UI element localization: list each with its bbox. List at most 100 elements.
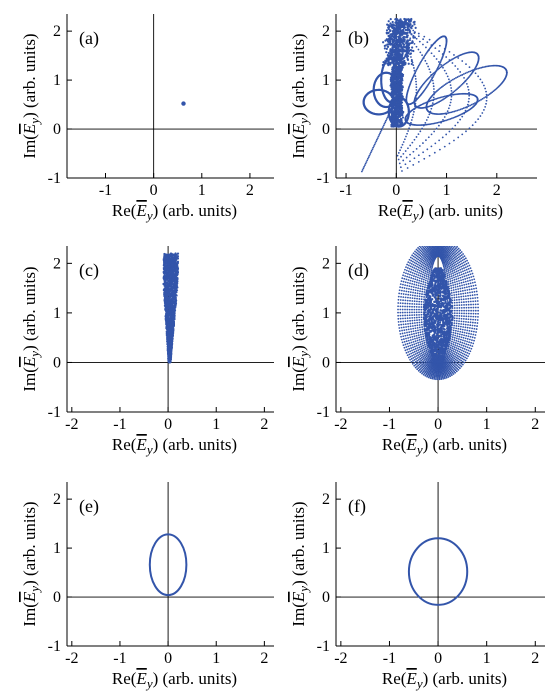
data-point — [393, 36, 397, 39]
data-point — [443, 97, 446, 100]
data-point — [419, 51, 422, 54]
data-point — [415, 94, 418, 97]
data-point — [413, 108, 416, 110]
data-point — [448, 130, 451, 133]
data-point — [163, 256, 166, 259]
data-point — [454, 65, 457, 67]
data-point — [415, 37, 418, 40]
data-point — [394, 89, 398, 92]
y-tick-label: 2 — [322, 23, 330, 40]
data-point — [382, 41, 385, 44]
data-point — [443, 63, 446, 66]
data-point — [428, 76, 431, 78]
data-point — [395, 122, 398, 125]
y-tick-label: 1 — [53, 305, 61, 322]
data-point — [360, 170, 363, 173]
data-point — [170, 329, 174, 333]
data-point — [421, 127, 423, 130]
data-point — [167, 301, 171, 304]
data-point — [457, 87, 460, 90]
data-point — [485, 95, 488, 97]
data-point — [443, 69, 446, 72]
data-point — [474, 72, 477, 75]
data-point — [398, 36, 401, 39]
data-point — [163, 294, 167, 297]
data-point — [398, 20, 401, 23]
data-point — [170, 264, 174, 267]
data-point — [421, 54, 423, 57]
data-point — [433, 122, 436, 125]
data-point — [407, 130, 410, 132]
data-point — [417, 64, 420, 67]
data-point — [165, 257, 169, 260]
data-point — [410, 58, 413, 61]
data-point — [398, 33, 402, 36]
data-point — [400, 146, 403, 149]
data-point — [431, 79, 434, 82]
data-point — [450, 92, 453, 95]
data-point — [438, 44, 441, 47]
data-point — [405, 55, 409, 59]
data-point — [432, 99, 435, 102]
data-point — [413, 43, 416, 45]
data-point — [400, 66, 403, 69]
data-point — [406, 132, 408, 135]
data-point — [455, 77, 457, 79]
data-point — [164, 315, 167, 318]
data-point — [483, 97, 485, 99]
data-point — [167, 334, 170, 337]
data-point — [410, 62, 413, 66]
panel-label: (c) — [79, 260, 99, 281]
data-point — [165, 270, 168, 274]
data-point — [481, 81, 484, 84]
data-point — [438, 50, 441, 53]
data-point — [413, 23, 416, 26]
data-point — [181, 101, 186, 106]
data-point — [398, 114, 402, 117]
data-point — [430, 52, 433, 55]
data-point — [468, 66, 471, 69]
data-point — [393, 93, 396, 96]
x-tick-label: -1 — [113, 416, 126, 433]
data-point — [446, 272, 449, 275]
data-point — [409, 144, 412, 147]
data-point — [399, 149, 401, 152]
data-point — [483, 66, 486, 68]
data-point — [470, 103, 473, 106]
data-point — [443, 95, 446, 98]
data-point — [410, 56, 412, 58]
data-point — [403, 56, 406, 59]
data-point — [370, 149, 373, 152]
panel-label: (a) — [79, 28, 99, 49]
data-point — [402, 28, 405, 31]
data-point — [444, 62, 447, 65]
data-point — [407, 62, 410, 65]
data-point — [433, 88, 435, 90]
data-point — [402, 23, 405, 26]
data-point — [415, 91, 418, 94]
y-tick-label: 0 — [53, 121, 61, 138]
data-point — [409, 53, 411, 56]
data-point — [430, 78, 433, 81]
data-point — [166, 283, 170, 287]
data-point — [454, 89, 457, 92]
data-point — [405, 53, 409, 57]
data-point — [471, 124, 474, 127]
data-point — [410, 49, 413, 52]
data-point — [411, 141, 414, 144]
data-point — [483, 84, 485, 87]
data-point — [172, 289, 175, 293]
data-point — [399, 117, 402, 121]
x-tick-label: 0 — [164, 416, 172, 433]
data-point — [365, 161, 368, 163]
data-point — [410, 26, 413, 29]
data-point — [166, 329, 169, 332]
data-point — [165, 300, 168, 303]
x-tick-label: 1 — [443, 182, 451, 199]
data-point — [398, 30, 401, 34]
y-axis-label: Im(Ey) (arb. units) — [20, 33, 42, 158]
data-point — [176, 279, 179, 283]
data-point — [397, 25, 400, 28]
data-point — [411, 61, 414, 64]
data-point — [390, 108, 393, 111]
